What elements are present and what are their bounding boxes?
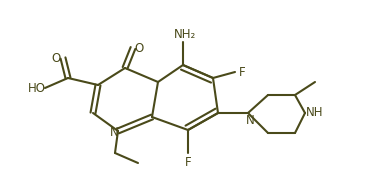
Text: N: N bbox=[110, 127, 119, 140]
Text: N: N bbox=[246, 114, 254, 127]
Text: O: O bbox=[51, 51, 61, 65]
Text: HO: HO bbox=[28, 81, 46, 94]
Text: F: F bbox=[185, 156, 191, 169]
Text: O: O bbox=[134, 42, 143, 55]
Text: NH₂: NH₂ bbox=[174, 27, 196, 41]
Text: NH: NH bbox=[306, 107, 324, 119]
Text: F: F bbox=[239, 66, 245, 79]
